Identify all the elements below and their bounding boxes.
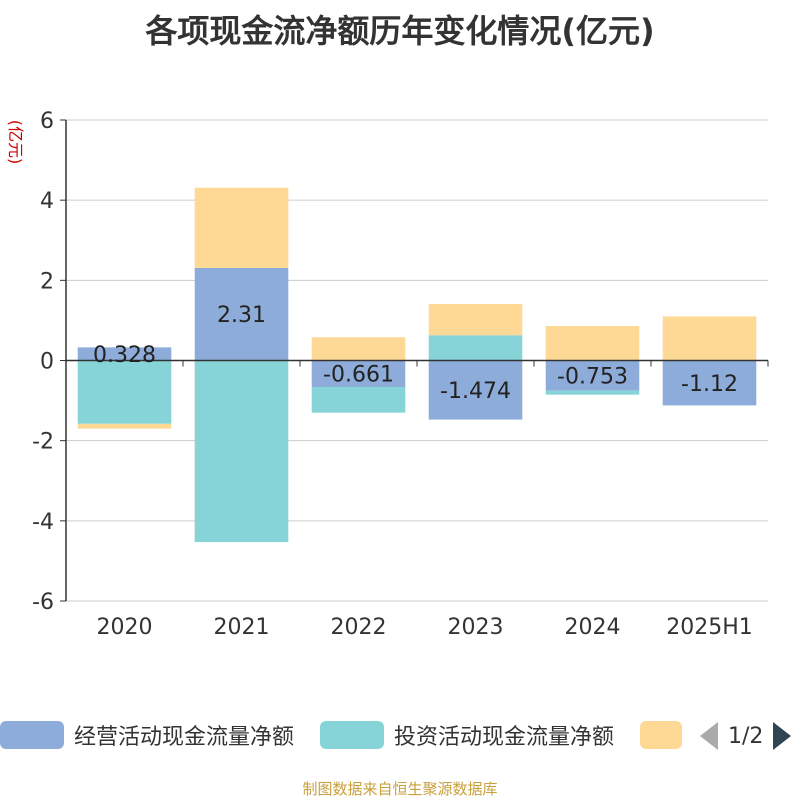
data-label-2023: -1.474 [440,379,511,404]
y-tick-label: -4 [32,510,54,535]
legend-label-investing: 投资活动现金流量净额 [394,725,615,750]
data-label-2024: -0.753 [557,365,628,390]
gridlines [66,119,768,602]
legend-pager: 1/2 [700,720,792,752]
data-label-2022: -0.661 [323,363,394,388]
bars [77,187,757,543]
legend-item-operating[interactable]: 经营活动现金流量净额 [0,720,294,750]
bar-series-1-2024 [545,390,640,395]
bar-series-0-2022 [311,360,406,387]
x-tick-label: 2025H1 [666,615,753,640]
legend-swatch-third [640,721,682,749]
legend-page-indicator: 1/2 [728,723,764,749]
bar-series-2-2021 [194,187,289,268]
legend-swatch-operating [0,721,64,749]
y-tick-label: -2 [32,430,54,455]
legend-item-investing[interactable]: 投资活动现金流量净额 [320,720,614,750]
x-tick-label: 2021 [214,615,270,640]
data-labels: 0.328 2.31 -0.661 -1.474 -0.753 -1.12 [93,303,738,404]
bar-series-1-2020 [77,360,172,424]
x-tick-label: 2022 [331,615,387,640]
bar-series-1-2023 [428,335,523,361]
bar-series-0-2021 [194,267,289,361]
bar-series-2-2022 [311,337,406,361]
x-tick-label: 2024 [565,615,621,640]
legend-next-arrow-icon[interactable] [773,722,792,750]
data-label-2020: 0.328 [93,343,156,368]
source-note: 制图数据来自恒生聚源数据库 [302,780,498,798]
x-tick-label: 2020 [97,615,153,640]
y-tick-label: 0 [40,350,54,375]
data-label-2021: 2.31 [217,303,266,328]
y-tick-label: 6 [40,109,54,134]
legend: 经营活动现金流量净额 投资活动现金流量净额 1/2 [0,716,800,756]
x-tick-label: 2023 [448,615,504,640]
axes: -6 -4 -2 0 2 4 6 (亿元) 2020 2021 2022 2023 2024 2025H1 [6,109,769,640]
bar-series-2-2025H1 [662,316,757,361]
bar-series-1-2021 [194,360,289,543]
data-label-2025H1: -1.12 [681,372,738,397]
y-axis-label: (亿元) [6,120,25,165]
bar-series-0-2023 [428,360,523,420]
y-tick-label: -6 [32,590,54,615]
legend-item-third[interactable] [640,720,682,750]
y-tick-label: 4 [40,189,54,214]
bar-series-0-2020 [77,347,172,361]
bar-series-1-2022 [311,386,406,413]
bar-series-2-2020 [77,423,172,429]
legend-prev-arrow-icon[interactable] [700,722,718,750]
bar-series-0-2025H1 [662,360,757,406]
legend-label-operating: 经营活动现金流量净额 [74,725,295,750]
bar-series-2-2023 [428,303,523,336]
bar-series-2-2024 [545,326,640,361]
chart-title: 各项现金流净额历年变化情况(亿元) [145,12,655,50]
y-tick-label: 2 [40,269,54,294]
legend-swatch-investing [320,721,384,749]
bar-series-0-2024 [545,360,640,391]
